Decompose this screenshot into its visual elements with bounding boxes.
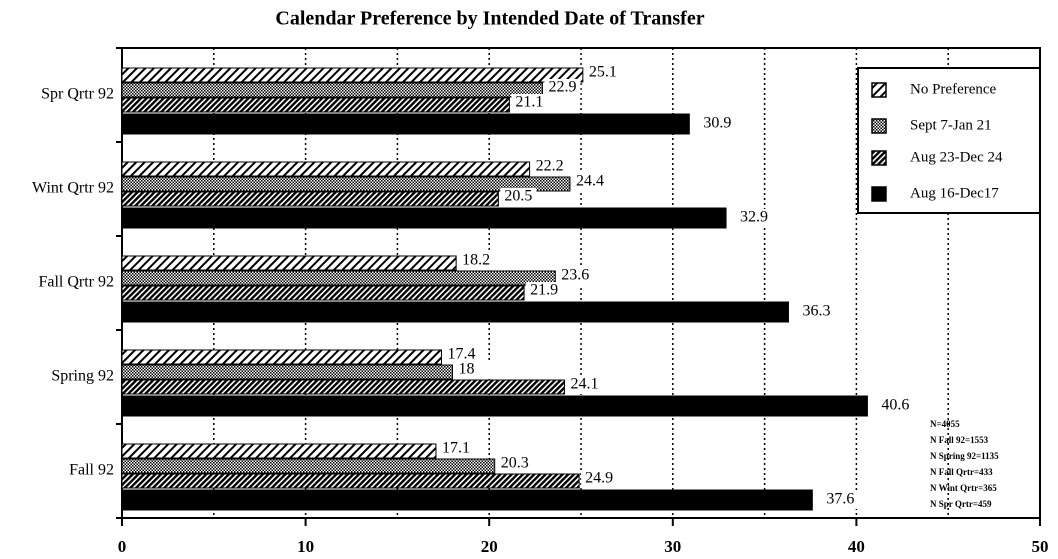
chart-title: Calendar Preference by Intended Date of … [275,8,704,30]
data-label: 30.9 [703,115,731,132]
bar [121,349,442,365]
label-bg [798,303,835,321]
data-label: 20.3 [501,455,529,472]
label-bg [581,470,618,488]
legend-box [857,67,1041,214]
label-bg [877,397,914,415]
label-bg [458,252,495,270]
label-bg [454,361,491,379]
bar [121,255,457,271]
y-tick-label: Fall Qrtr 92 [38,274,114,291]
data-label: 24.9 [585,470,613,487]
note: N Fall Qrtr=433 [930,467,993,477]
y-tick-label: Wint Qrtr 92 [32,180,114,197]
bar [121,113,690,135]
data-label: 36.3 [802,303,830,320]
x-tick-label: 50 [1032,537,1049,556]
data-label: 25.1 [589,64,617,81]
data-label: 32.9 [740,209,768,226]
bar [121,458,496,474]
label-bg [496,455,533,473]
bar [121,473,580,489]
label-bg [822,491,859,509]
data-label: 17.4 [447,346,475,363]
legend-label: Sept 7-Jan 21 [910,117,992,133]
label-bg [566,376,603,394]
legend-label: Aug 16-Dec17 [910,185,999,201]
bar [121,301,789,323]
label-bg [557,267,594,285]
bar [121,97,510,113]
label-bg [437,440,474,458]
legend-label: No Preference [910,81,997,97]
data-label: 24.4 [576,173,604,190]
label-bg [699,115,736,133]
data-label: 20.5 [504,188,532,205]
data-label: 23.6 [561,267,589,284]
data-label: 37.6 [826,491,854,508]
legend-swatch [871,82,887,98]
data-label: 40.6 [881,397,909,414]
x-tick-label: 0 [118,537,127,556]
note: N Spring 92=1135 [930,451,999,461]
note: N Wint Qrtr=365 [930,483,997,493]
y-tick-label: Spr Qrtr 92 [41,86,114,103]
data-label: 18 [458,361,474,378]
bar [121,395,868,417]
bar [121,379,565,395]
bar [121,443,437,459]
bar [121,161,531,177]
label-bg [736,209,773,227]
label-bg [500,188,537,206]
label-bg [443,346,480,364]
bar [121,176,571,192]
x-tick-label: 10 [297,537,314,556]
label-bg [531,158,568,176]
bar [121,489,813,511]
note: N Spr Qrtr=459 [930,499,992,509]
legend-swatch [871,186,887,202]
bar [121,364,453,380]
data-label: 17.1 [442,440,470,457]
x-tick-label: 20 [481,537,498,556]
data-label: 22.2 [536,158,564,175]
label-bg [511,94,548,112]
legend-label: Aug 23-Dec 24 [910,149,1003,165]
bar [121,191,499,207]
label-bg [584,64,621,82]
data-label: 24.1 [570,376,598,393]
y-tick-label: Fall 92 [69,462,114,479]
data-label: 18.2 [462,252,490,269]
label-bg [571,173,608,191]
bar [121,82,543,98]
bar [121,67,584,83]
bar [121,207,727,229]
note: N=4055 [930,419,960,429]
x-tick-label: 40 [848,537,865,556]
legend-swatch [871,118,887,134]
bar [121,270,556,286]
data-label: 21.9 [530,282,558,299]
legend-swatch [871,150,887,166]
data-label: 21.1 [515,94,543,111]
bar [121,285,525,301]
label-bg [544,79,581,97]
data-label: 22.9 [548,79,576,96]
x-tick-label: 30 [664,537,681,556]
label-bg [526,282,563,300]
y-tick-label: Spring 92 [51,368,114,385]
note: N Fall 92=1553 [930,435,989,445]
